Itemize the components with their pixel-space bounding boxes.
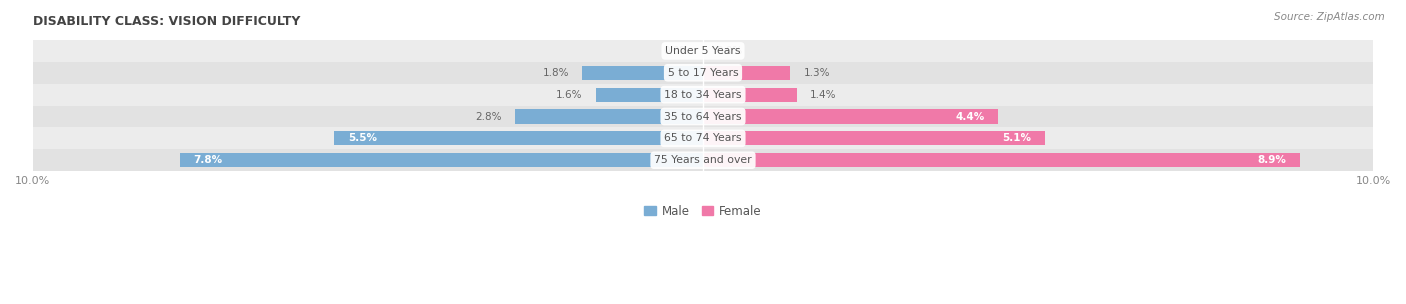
Text: 0.0%: 0.0% xyxy=(717,46,742,56)
Text: 75 Years and over: 75 Years and over xyxy=(654,155,752,165)
Text: 1.6%: 1.6% xyxy=(555,90,582,100)
Bar xyxy=(582,66,703,80)
Bar xyxy=(32,149,1374,171)
Text: 4.4%: 4.4% xyxy=(955,112,984,122)
Text: 2.8%: 2.8% xyxy=(475,112,502,122)
Bar xyxy=(703,153,1299,167)
Text: 18 to 34 Years: 18 to 34 Years xyxy=(664,90,742,100)
Text: 1.3%: 1.3% xyxy=(804,68,830,78)
Bar xyxy=(32,84,1374,105)
Bar xyxy=(703,109,998,124)
Text: DISABILITY CLASS: VISION DIFFICULTY: DISABILITY CLASS: VISION DIFFICULTY xyxy=(32,15,299,28)
Text: 0.0%: 0.0% xyxy=(664,46,689,56)
Text: 65 to 74 Years: 65 to 74 Years xyxy=(664,133,742,143)
Text: 5.5%: 5.5% xyxy=(347,133,377,143)
Text: 8.9%: 8.9% xyxy=(1257,155,1286,165)
Bar xyxy=(335,131,703,146)
Bar xyxy=(596,88,703,102)
Bar xyxy=(32,40,1374,62)
Bar xyxy=(703,66,790,80)
Text: Under 5 Years: Under 5 Years xyxy=(665,46,741,56)
Text: 7.8%: 7.8% xyxy=(194,155,222,165)
Bar xyxy=(515,109,703,124)
Legend: Male, Female: Male, Female xyxy=(640,200,766,223)
Text: Source: ZipAtlas.com: Source: ZipAtlas.com xyxy=(1274,12,1385,22)
Bar xyxy=(703,88,797,102)
Bar xyxy=(32,127,1374,149)
Text: 5.1%: 5.1% xyxy=(1002,133,1032,143)
Text: 1.8%: 1.8% xyxy=(543,68,569,78)
Text: 1.4%: 1.4% xyxy=(810,90,837,100)
Bar xyxy=(32,62,1374,84)
Text: 5 to 17 Years: 5 to 17 Years xyxy=(668,68,738,78)
Bar xyxy=(180,153,703,167)
Bar xyxy=(32,105,1374,127)
Text: 35 to 64 Years: 35 to 64 Years xyxy=(664,112,742,122)
Bar xyxy=(703,131,1045,146)
